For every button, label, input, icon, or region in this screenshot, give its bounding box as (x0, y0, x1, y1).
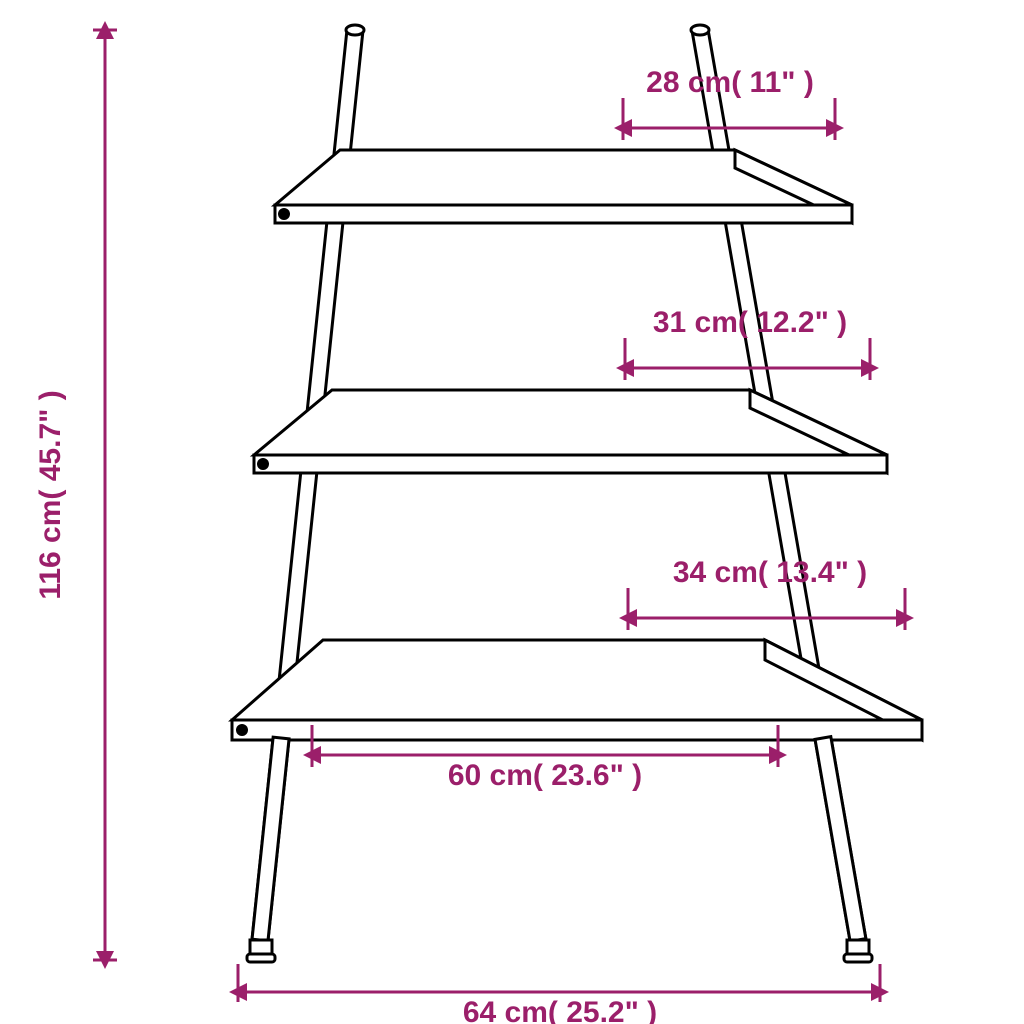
dim-shelf_bot-label: 34 cm( 13.4" ) (673, 556, 867, 589)
dim-shelf-width-label: 60 cm( 23.6" ) (448, 759, 642, 792)
foot (247, 940, 275, 962)
dim-height-label: 116 cm( 45.7" ) (34, 390, 67, 599)
shelf (275, 150, 852, 223)
dim-shelf_top: 28 cm( 11" ) (623, 66, 835, 140)
dim-shelf_bot: 34 cm( 13.4" ) (628, 556, 905, 630)
shelf-connector-dot (257, 458, 269, 470)
dim-total-width: 64 cm( 25.2" ) (238, 964, 880, 1024)
rail-top-cap (691, 25, 709, 35)
shelf-connector-dot (236, 724, 248, 736)
rail-top-cap (346, 25, 364, 35)
shelf (232, 640, 922, 740)
ladder-rail (252, 737, 289, 941)
dim-shelf_mid-label: 31 cm( 12.2" ) (653, 306, 847, 339)
dim-shelf_top-label: 28 cm( 11" ) (646, 66, 814, 99)
dim-total-width-label: 64 cm( 25.2" ) (463, 996, 657, 1024)
ladder-rail (815, 737, 866, 942)
foot (844, 940, 872, 962)
dim-height: 116 cm( 45.7" ) (34, 30, 117, 960)
shelf (254, 390, 887, 473)
shelf-connector-dot (278, 208, 290, 220)
